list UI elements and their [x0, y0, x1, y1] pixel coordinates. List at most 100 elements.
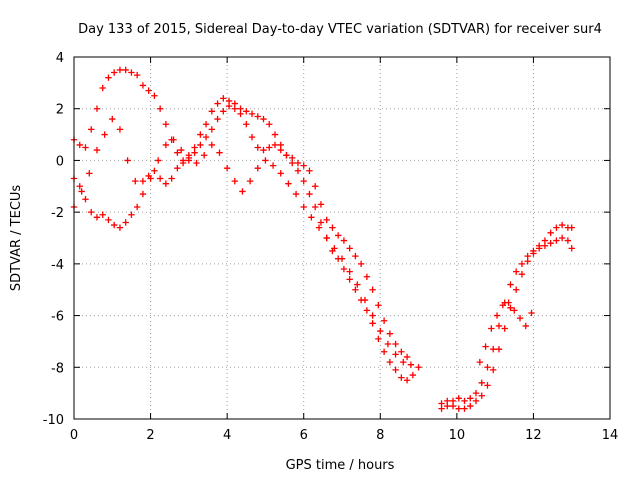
- data-point: [111, 221, 118, 229]
- data-point: [400, 358, 407, 366]
- data-point: [248, 133, 256, 141]
- data-point: [99, 84, 106, 92]
- data-point: [363, 307, 371, 314]
- data-point: [266, 121, 273, 128]
- data-point: [524, 258, 531, 265]
- plot-frame: [73, 56, 611, 420]
- data-point: [128, 211, 135, 218]
- data-point: [541, 242, 549, 249]
- data-point: [338, 255, 346, 262]
- data-point: [220, 95, 227, 102]
- y-axis-label: SDTVAR / TECUs: [9, 185, 24, 292]
- data-point: [76, 141, 83, 149]
- data-point: [363, 273, 371, 280]
- data-point: [246, 177, 254, 185]
- data-point: [300, 162, 307, 169]
- data-point: [392, 366, 399, 374]
- data-point: [449, 402, 457, 410]
- data-point: [231, 105, 238, 112]
- data-point: [168, 175, 175, 182]
- data-point: [271, 141, 279, 149]
- data-point: [260, 146, 267, 154]
- data-point: [300, 203, 307, 211]
- data-point: [147, 175, 154, 182]
- data-point: [398, 374, 405, 381]
- data-point: [197, 131, 204, 138]
- data-point: [260, 115, 267, 123]
- data-point: [478, 392, 485, 399]
- data-point: [461, 405, 468, 412]
- data-point: [223, 164, 231, 172]
- data-point: [329, 224, 336, 231]
- y-tick-label: 4: [56, 51, 64, 66]
- data-point: [78, 188, 85, 195]
- data-point: [568, 224, 575, 231]
- data-point: [455, 405, 462, 412]
- data-point: [403, 377, 411, 384]
- data-point: [174, 149, 181, 156]
- data-point: [294, 159, 302, 167]
- data-point: [162, 141, 170, 149]
- grid: [74, 57, 610, 419]
- x-tick-label: 12: [525, 428, 542, 443]
- data-point: [340, 237, 348, 244]
- data-point: [495, 322, 503, 330]
- data-point: [553, 224, 560, 231]
- data-point: [308, 214, 315, 221]
- data-point: [133, 71, 141, 79]
- data-point: [354, 281, 361, 288]
- data-point: [501, 325, 508, 332]
- data-point: [179, 157, 187, 164]
- data-point: [499, 302, 506, 309]
- data-point: [155, 157, 162, 164]
- data-point: [518, 260, 526, 268]
- x-tick-label: 6: [300, 428, 308, 443]
- data-point: [375, 335, 382, 343]
- data-point: [116, 126, 124, 133]
- data-point: [243, 121, 250, 128]
- data-point: [518, 271, 526, 278]
- data-point: [386, 330, 394, 337]
- data-point: [547, 239, 554, 247]
- data-point: [285, 180, 292, 187]
- data-point: [277, 170, 284, 177]
- data-point: [193, 159, 200, 167]
- data-point: [476, 358, 484, 366]
- data-point: [380, 317, 388, 324]
- data-point: [156, 105, 164, 112]
- data-point: [461, 397, 468, 405]
- data-point: [472, 389, 480, 397]
- data-point: [214, 115, 221, 123]
- data-point: [444, 402, 451, 410]
- data-point: [511, 307, 518, 314]
- data-point: [99, 211, 106, 218]
- data-point: [513, 268, 520, 275]
- data-point: [438, 405, 445, 412]
- series-track-c: [70, 115, 415, 368]
- data-point: [220, 108, 227, 115]
- data-point: [93, 214, 101, 221]
- data-point: [262, 157, 269, 164]
- data-point: [522, 322, 529, 330]
- data-point: [558, 221, 566, 229]
- data-point: [357, 260, 365, 268]
- data-point: [294, 167, 302, 174]
- data-point: [346, 276, 353, 283]
- data-point: [174, 164, 181, 172]
- data-point: [178, 146, 185, 154]
- data-point: [266, 144, 273, 151]
- data-point: [340, 265, 348, 273]
- data-point: [254, 113, 261, 120]
- y-tick-label: -10: [43, 413, 64, 428]
- data-point: [415, 364, 422, 371]
- data-point: [505, 299, 512, 306]
- data-point: [490, 366, 497, 374]
- data-point: [124, 157, 131, 164]
- data-point: [392, 340, 399, 348]
- data-point: [283, 152, 290, 159]
- data-point: [128, 69, 135, 76]
- data-point: [558, 234, 566, 242]
- data-point: [495, 345, 503, 353]
- x-tick-label: 2: [146, 428, 154, 443]
